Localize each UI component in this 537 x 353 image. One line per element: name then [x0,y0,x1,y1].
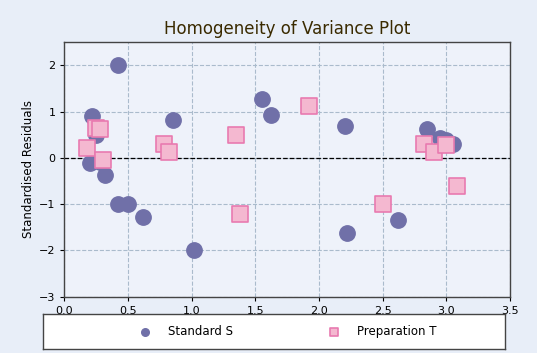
Standard S [258,96,266,102]
Point [140,329,149,335]
Text: Standard S: Standard S [168,325,233,338]
Standard S [394,217,402,223]
Preparation T [452,183,461,189]
Standard S [190,247,199,253]
Preparation T [96,126,104,132]
Preparation T [430,150,438,155]
Standard S [442,138,451,143]
Standard S [92,132,100,138]
Standard S [423,126,432,132]
Text: Preparation T: Preparation T [357,325,437,338]
Standard S [139,214,148,220]
Preparation T [379,201,387,207]
Standard S [169,117,177,123]
Preparation T [304,103,313,109]
Standard S [343,230,351,235]
Preparation T [419,141,428,147]
Standard S [340,123,349,128]
Preparation T [83,145,92,150]
Standard S [85,161,94,166]
Preparation T [159,141,168,147]
Standard S [448,141,457,147]
Standard S [266,113,275,118]
Preparation T [92,125,100,131]
Standard S [114,62,122,68]
Standard S [114,201,122,207]
Title: Homogeneity of Variance Plot: Homogeneity of Variance Plot [164,20,410,38]
Preparation T [442,142,451,148]
Preparation T [236,211,244,217]
Standard S [436,136,445,141]
Preparation T [232,132,241,138]
Standard S [88,113,97,119]
Standard S [96,159,104,164]
Standard S [124,201,133,207]
Preparation T [164,150,173,155]
X-axis label: Estimated Response: Estimated Response [227,320,347,333]
Point [330,329,338,335]
Y-axis label: Standardised Residuals: Standardised Residuals [21,101,35,238]
Standard S [101,173,110,178]
Preparation T [98,157,107,163]
